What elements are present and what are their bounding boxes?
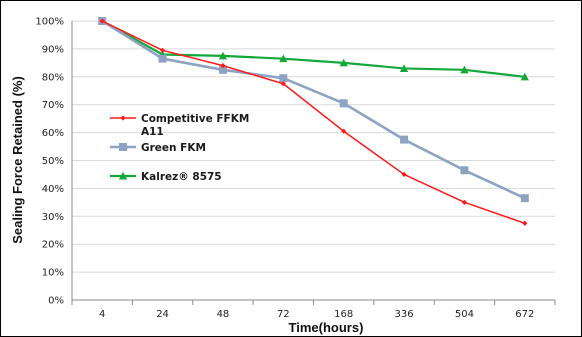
- data-point: [218, 65, 227, 74]
- x-tick-label: 672: [515, 309, 534, 320]
- y-tick-label: 30%: [42, 212, 64, 223]
- x-tick-label: 504: [455, 309, 474, 320]
- series-line: [101, 20, 526, 224]
- y-tick-label: 40%: [42, 184, 64, 195]
- x-tick-label: 48: [217, 309, 230, 320]
- data-point: [460, 65, 469, 74]
- legend-marker: [120, 115, 126, 121]
- legend-marker: [119, 143, 127, 151]
- data-point: [522, 220, 528, 226]
- legend-label: Competitive FFKM: [141, 113, 249, 125]
- legend-item: Kalrez® 8575: [110, 171, 222, 183]
- data-point: [220, 63, 226, 69]
- x-tick-label: 4: [99, 309, 105, 320]
- data-point: [159, 47, 166, 53]
- y-tick-label: 0%: [48, 296, 64, 307]
- data-point: [520, 72, 529, 81]
- y-tick-label: 70%: [42, 100, 64, 111]
- data-point: [460, 166, 469, 175]
- data-point: [280, 81, 286, 87]
- series-line: [101, 20, 525, 78]
- data-point: [341, 128, 347, 134]
- data-point: [218, 51, 228, 60]
- y-axis-title: Sealing Force Retained (%): [10, 76, 25, 244]
- data-point: [279, 54, 288, 63]
- x-axis-title: Time(hours): [289, 320, 364, 335]
- y-tick-label: 60%: [42, 128, 64, 139]
- legend-marker: [118, 171, 128, 180]
- y-tick-label: 20%: [42, 240, 64, 251]
- y-tick-label: 80%: [42, 72, 64, 83]
- x-tick-labels: 4 24 48 72 168 336 504 672: [99, 309, 534, 320]
- y-tick-label: 90%: [42, 44, 64, 55]
- legend-item: Green FKM: [110, 142, 206, 154]
- x-tick-label: 336: [395, 309, 414, 320]
- series-line: [101, 19, 526, 200]
- data-point: [400, 135, 409, 144]
- axes: [71, 21, 556, 305]
- data-point: [399, 64, 409, 72]
- y-tick-label: 100%: [35, 17, 64, 28]
- x-tick-label: 168: [334, 309, 353, 320]
- data-point: [158, 54, 167, 63]
- x-tick-label: 24: [156, 309, 169, 320]
- y-tick-labels: 0% 10% 20% 30% 40% 50% 60% 70% 80% 90% 100%: [35, 17, 64, 307]
- legend-label: A11: [141, 126, 164, 138]
- x-tick-label: 72: [277, 309, 290, 320]
- legend-label: Green FKM: [141, 142, 206, 154]
- y-tick-label: 50%: [42, 156, 64, 167]
- data-point: [339, 99, 348, 108]
- data-point: [461, 199, 468, 205]
- legend-label: Kalrez® 8575: [141, 171, 222, 183]
- data-point: [339, 58, 348, 67]
- data-point: [520, 194, 529, 203]
- data-point: [99, 18, 105, 24]
- data-point: [279, 74, 288, 83]
- series-lines: [98, 16, 529, 226]
- data-point: [401, 171, 407, 178]
- y-tick-label: 10%: [42, 268, 64, 279]
- series-2: [98, 16, 529, 81]
- series-0: [99, 18, 528, 226]
